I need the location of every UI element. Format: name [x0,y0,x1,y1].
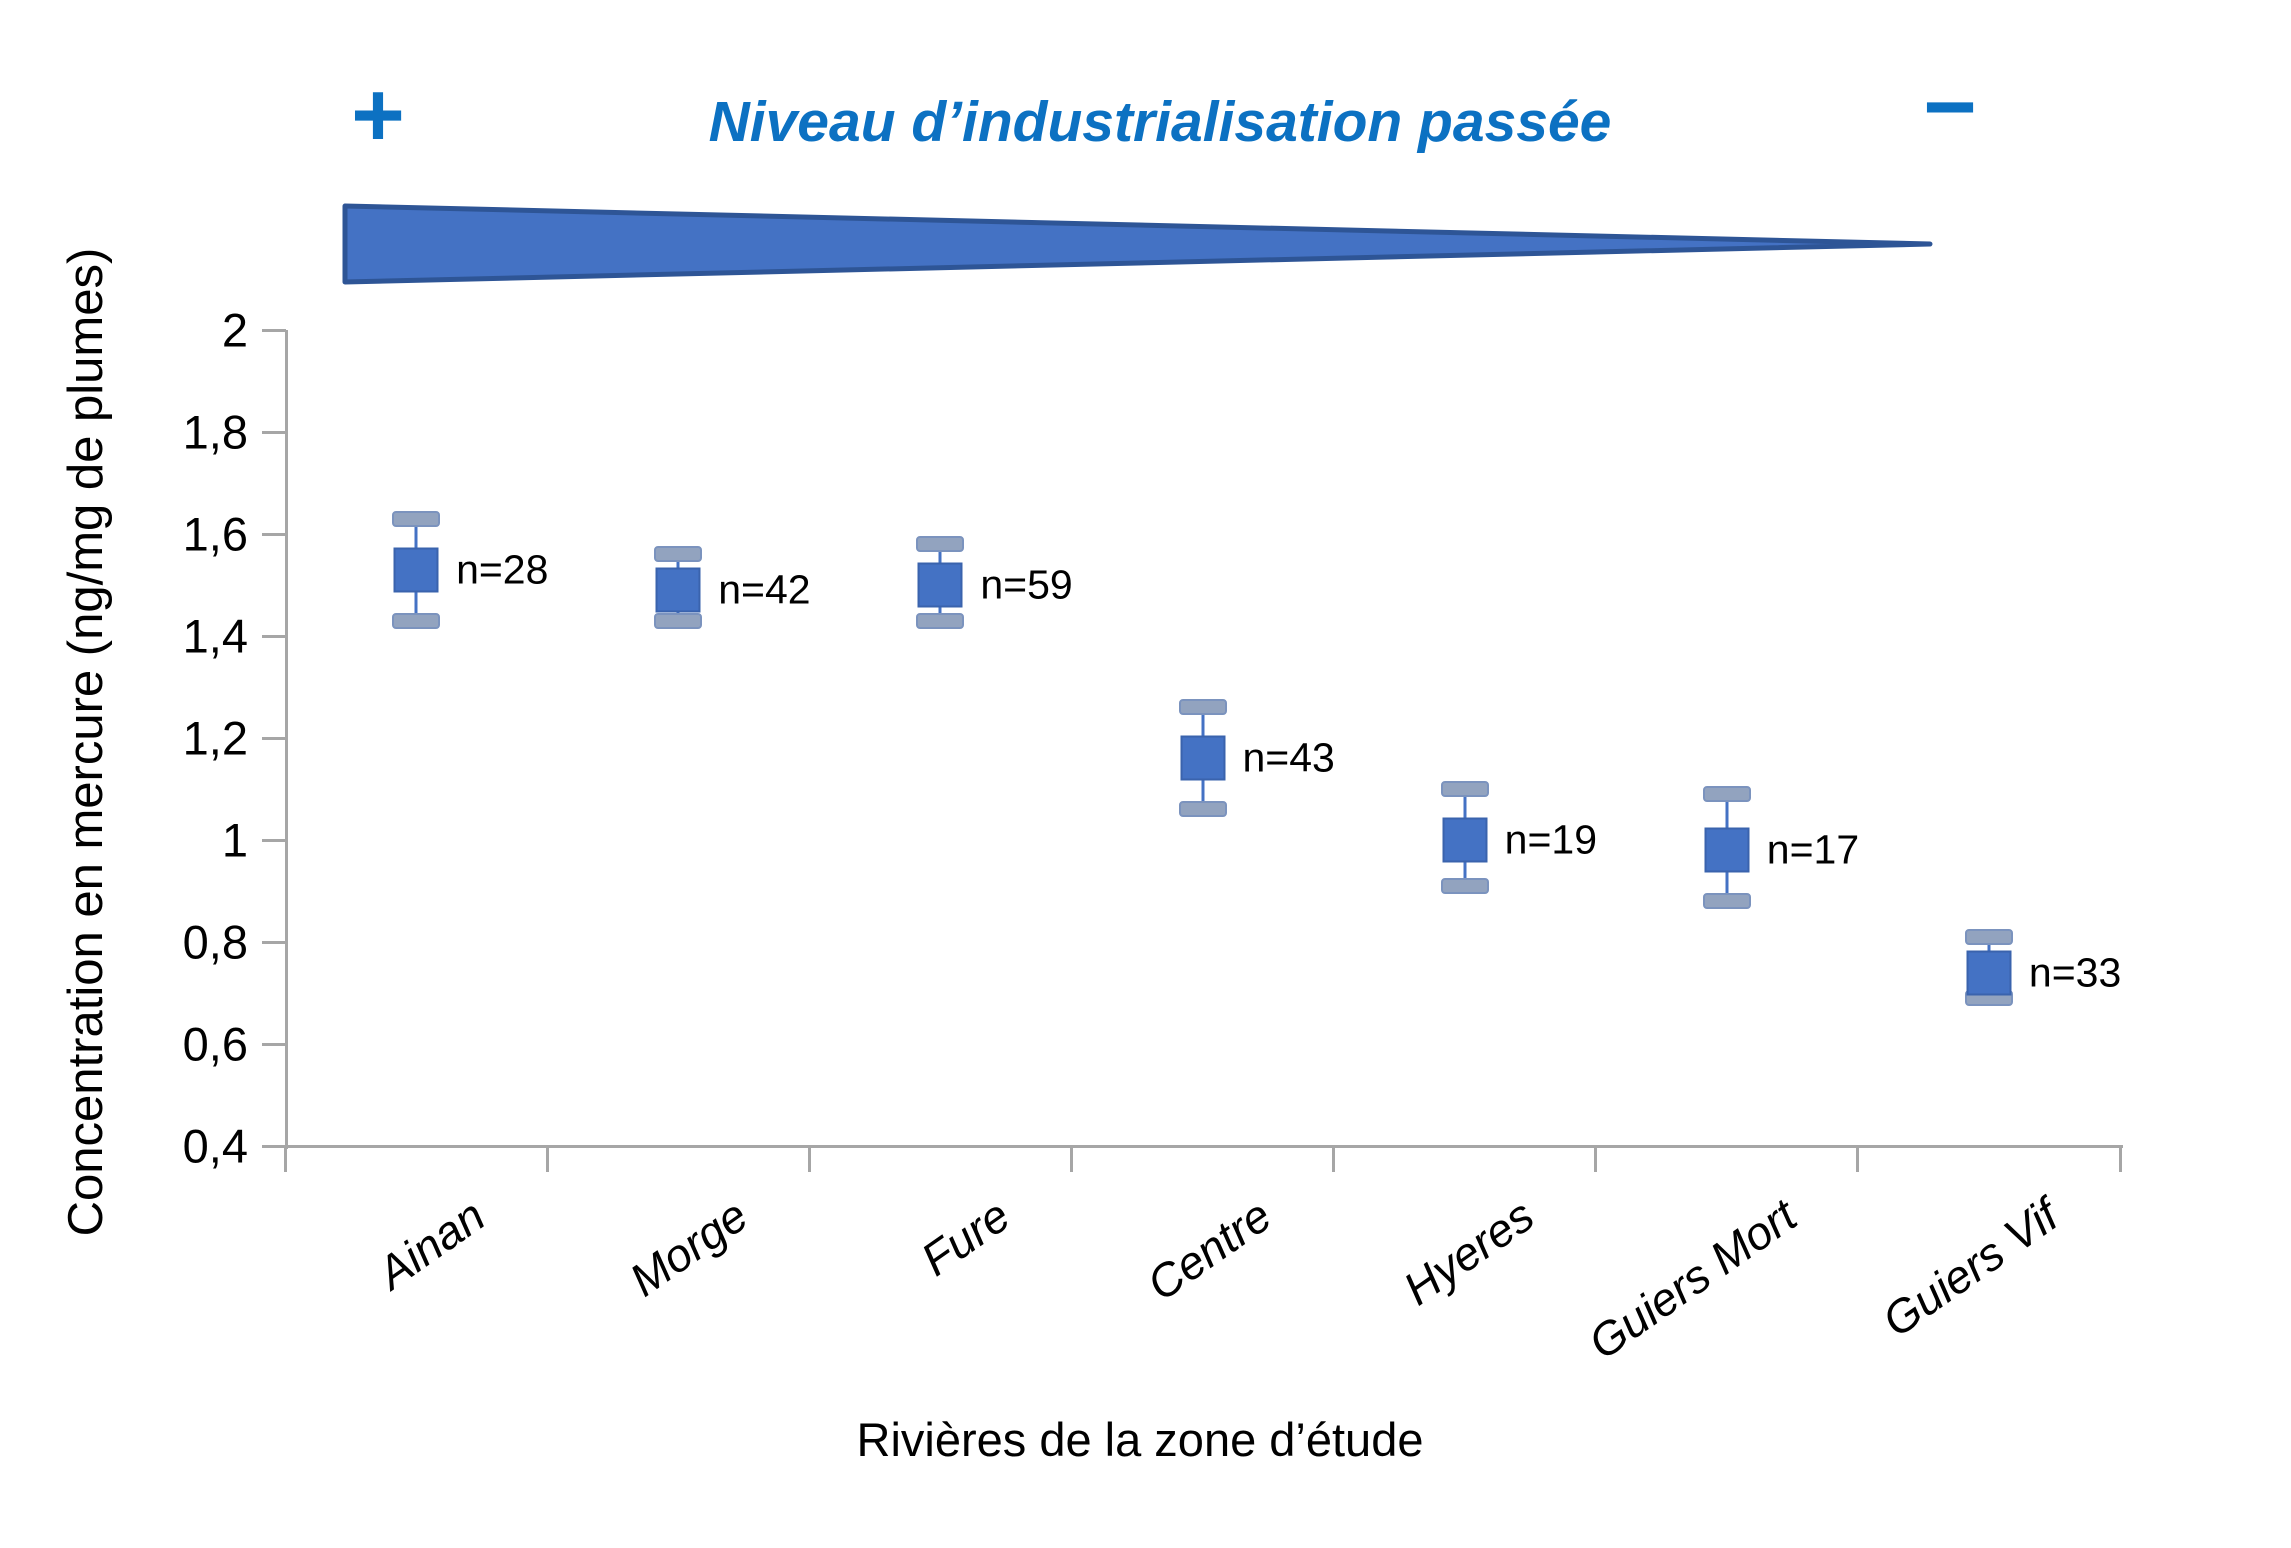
x-category-label: Hyeres [1393,1188,1544,1315]
error-bar-cap-bottom [654,612,703,629]
y-tick-label: 1,8 [182,405,248,459]
x-tick-mark [1069,1146,1073,1172]
x-tick-mark [1332,1146,1336,1172]
chart-title: Niveau d’industrialisation passée [708,90,1612,154]
y-tick-mark [262,1042,286,1046]
x-category-label: Guiers Mort [1578,1188,1806,1370]
y-tick-mark [262,328,286,332]
y-axis-line [285,330,288,1149]
sample-size-label: n=17 [1766,826,1860,873]
x-tick-mark [1856,1146,1860,1172]
y-tick-mark [262,532,286,536]
y-tick-label: 0,4 [182,1119,248,1173]
y-tick-label: 0,8 [182,915,248,969]
industrialisation-gradient-wedge-icon [342,203,1933,285]
sample-size-label: n=19 [1504,816,1597,863]
x-category-label: Morge [619,1188,757,1307]
x-category-label: Ainan [368,1188,495,1299]
x-tick-mark [2118,1146,2122,1172]
y-tick-mark [262,430,286,434]
y-tick-mark [262,838,286,842]
sample-size-label: n=33 [2028,949,2122,996]
mean-marker [1966,950,2012,996]
error-bar-cap-bottom [916,612,965,629]
x-tick-mark [545,1146,549,1172]
error-bar-cap-top [1964,928,2013,945]
error-bar-cap-top [916,536,965,553]
x-tick-mark [283,1146,287,1172]
error-bar-cap-top [1440,781,1489,797]
error-bar-cap-bottom [1440,877,1489,894]
mean-marker [393,547,439,593]
x-tick-mark [1594,1146,1598,1172]
industrialisation-plus-sign: + [351,64,405,166]
y-tick-mark [262,736,286,740]
sample-size-label: n=43 [1242,734,1335,781]
error-bar-cap-top [654,546,703,563]
x-axis-title: Rivières de la zone d’étude [856,1413,1424,1466]
y-tick-label: 1 [221,813,248,867]
y-tick-label: 2 [221,303,248,357]
x-axis-line [283,1145,2123,1148]
mean-marker [655,567,701,613]
y-tick-mark [262,1144,286,1148]
error-bar-cap-top [1178,699,1227,716]
sample-size-label: n=59 [980,561,1073,608]
y-tick-mark [262,940,286,944]
y-tick-label: 0,6 [182,1017,248,1071]
error-bar-cap-bottom [1702,893,1751,910]
y-tick-label: 1,4 [182,609,248,663]
y-tick-label: 1,6 [182,507,248,561]
error-bar-cap-top [392,510,441,527]
y-tick-label: 1,2 [182,711,248,765]
mean-marker [1704,827,1750,873]
x-category-label: Fure [911,1188,1019,1286]
industrialisation-minus-sign: − [1923,56,1977,158]
mean-marker [1442,817,1488,863]
error-bar-cap-bottom [1178,801,1227,818]
mean-marker [917,562,963,608]
x-category-label: Guiers Vif [1872,1188,2068,1347]
sample-size-label: n=28 [456,546,549,593]
error-bar-cap-top [1702,786,1751,803]
error-bar-cap-bottom [392,612,441,629]
x-category-label: Centre [1137,1188,1281,1311]
sample-size-label: n=42 [718,566,811,613]
y-tick-mark [262,634,286,638]
x-tick-mark [807,1146,811,1172]
mean-marker [1180,735,1225,781]
